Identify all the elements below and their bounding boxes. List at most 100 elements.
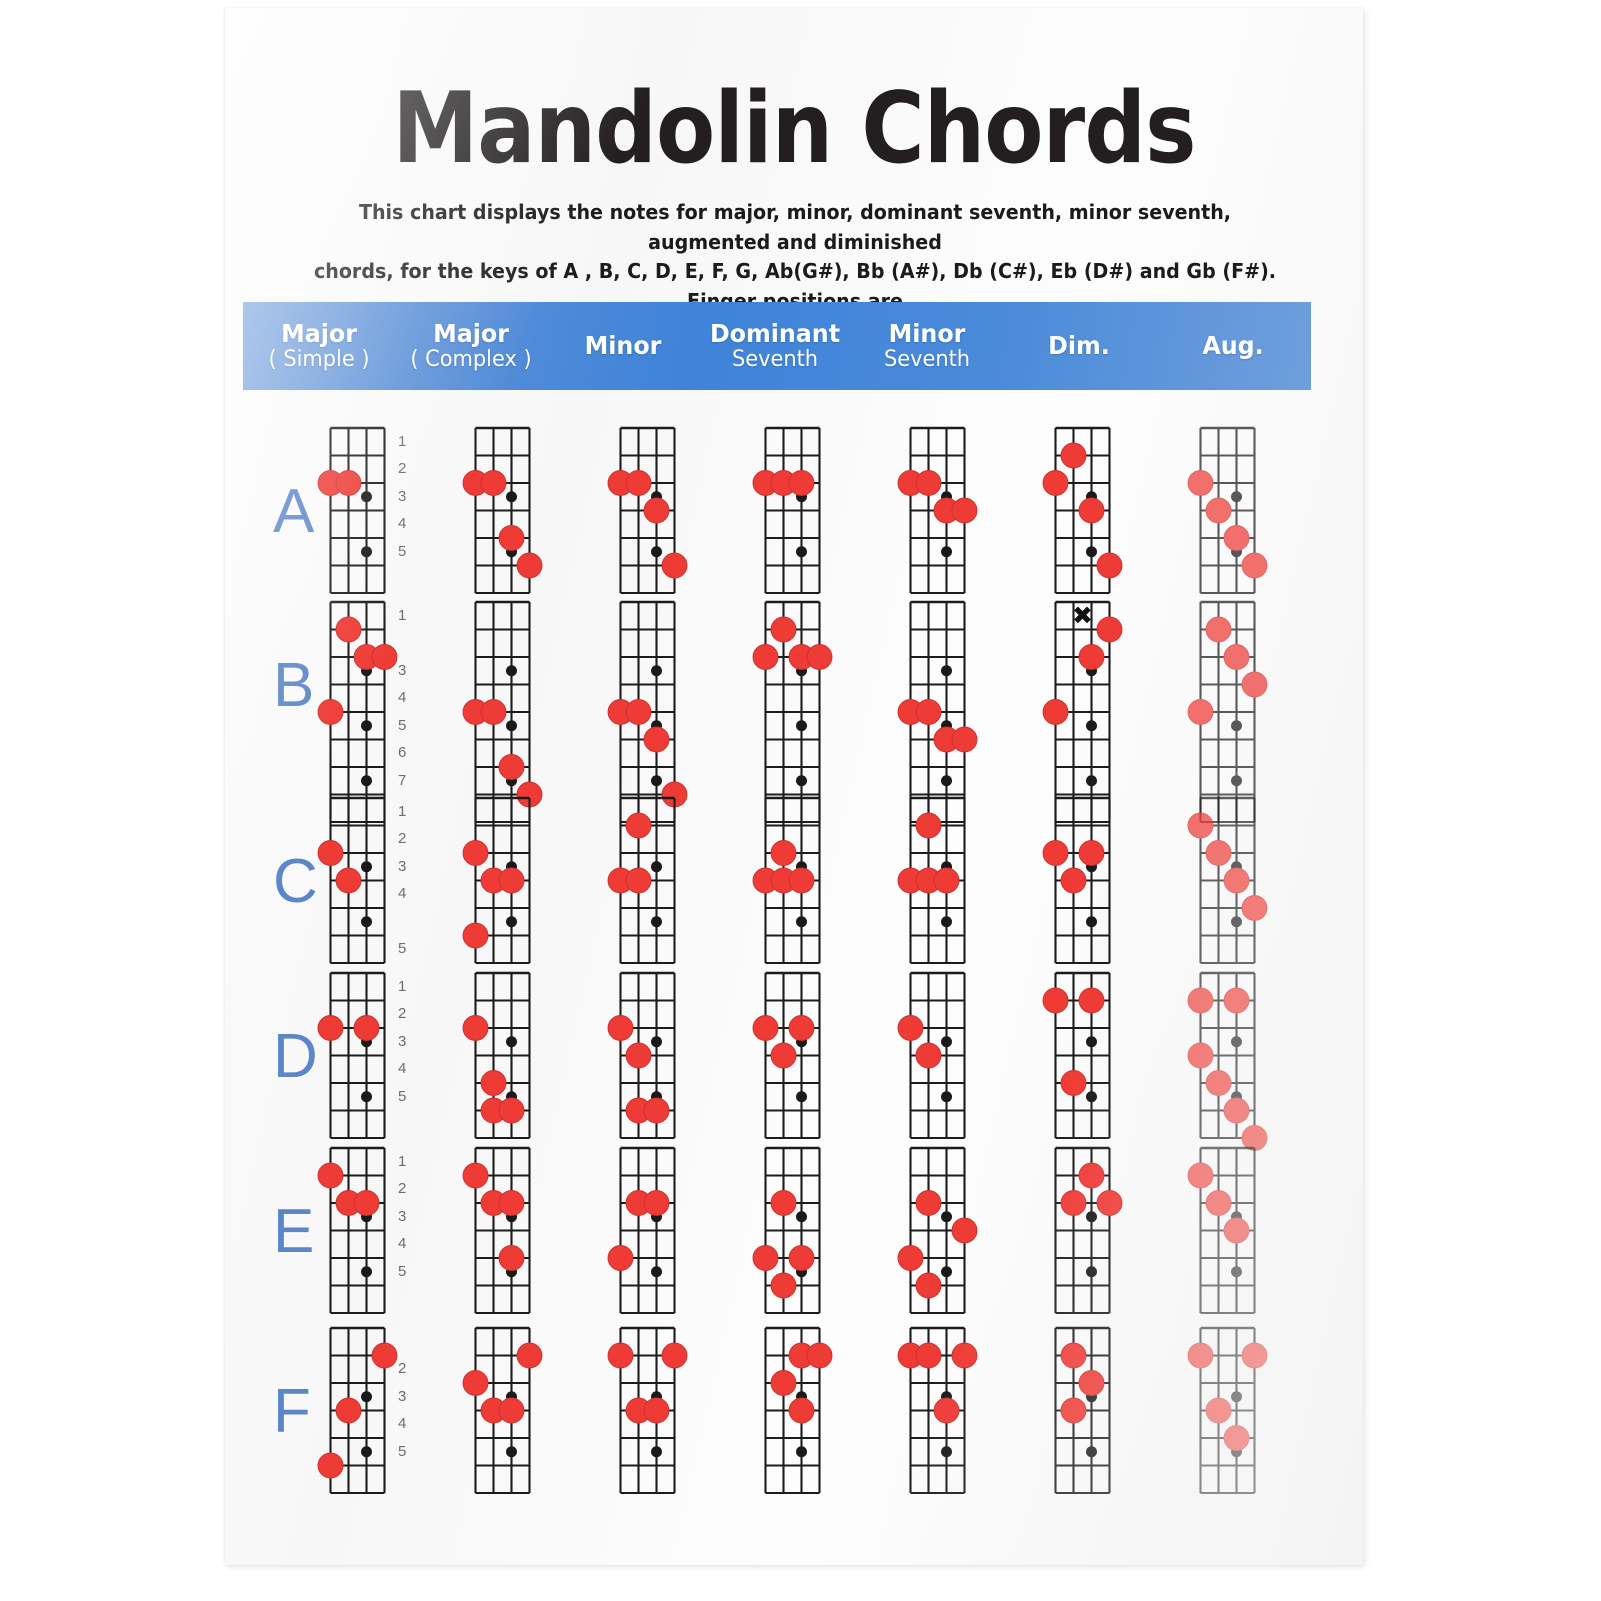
column-header-minor-line1: Minor <box>584 331 662 360</box>
fret-number: 4 <box>398 1415 407 1433</box>
row-label-e: E <box>273 1197 315 1266</box>
chord-diagram-a-major-simple[interactable] <box>314 424 407 599</box>
row-label-b: B <box>273 651 315 720</box>
fret-number: 3 <box>398 1387 407 1405</box>
column-header-minor-7th: Minor Seventh <box>851 318 1003 373</box>
fret-number: 4 <box>398 1060 407 1078</box>
row-label-d: D <box>273 1022 318 1091</box>
chord-diagram-f-aug[interactable] <box>1184 1324 1277 1499</box>
column-header-major-simple-line1: Major <box>281 318 357 348</box>
chord-diagram-b-dominant-7th[interactable] <box>749 598 842 828</box>
fret-number: 1 <box>398 606 407 624</box>
fret-number: 3 <box>398 1032 407 1050</box>
row-label-a: A <box>273 477 315 546</box>
fret-number: 1 <box>398 1152 407 1170</box>
column-header-major-simple-line2: ( Simple ) <box>268 346 370 372</box>
chord-diagram-a-dominant-7th[interactable] <box>749 424 842 599</box>
column-header-dim: Dim. <box>1003 332 1155 360</box>
fret-number: 2 <box>398 1360 407 1378</box>
chord-diagram-a-minor-7th[interactable] <box>894 424 987 599</box>
fret-number: 3 <box>398 661 407 679</box>
fret-number: 4 <box>398 515 407 533</box>
fret-number: 5 <box>398 1262 407 1280</box>
fret-number: 5 <box>398 1087 407 1105</box>
column-header-minor: Minor <box>547 332 699 360</box>
column-header-bar: Major( Simple ) Major( Complex ) Minor Domi… <box>243 302 1311 390</box>
chord-diagram-f-dim[interactable] <box>1039 1324 1132 1499</box>
fret-number: 4 <box>398 1235 407 1253</box>
fret-number: 1 <box>398 977 407 995</box>
chord-diagram-b-major-simple[interactable] <box>314 598 407 828</box>
chord-diagram-f-major-simple[interactable] <box>314 1324 407 1499</box>
chord-diagram-c-dominant-7th[interactable] <box>749 794 842 969</box>
column-header-major-complex-line1: Major <box>433 318 509 348</box>
chord-diagram-a-dim[interactable] <box>1039 424 1132 599</box>
fret-number: 2 <box>398 1180 407 1198</box>
description-line-1: This chart displays the notes for major,… <box>358 200 1232 254</box>
chord-diagram-c-dim[interactable] <box>1039 794 1132 969</box>
chord-diagram-f-major-complex[interactable] <box>459 1324 552 1499</box>
fret-number: 2 <box>398 460 407 478</box>
column-header-minor-7th-line2: Seventh <box>883 346 971 372</box>
chord-diagram-f-minor-7th[interactable] <box>894 1324 987 1499</box>
chord-diagram-d-major-simple[interactable] <box>314 969 407 1144</box>
mandolin-chord-poster: Mandolin Chords This chart displays the … <box>225 8 1363 1565</box>
chord-diagram-f-dominant-7th[interactable] <box>749 1324 842 1499</box>
chord-diagram-e-major-simple[interactable] <box>314 1144 407 1319</box>
column-header-major-complex-line2: ( Complex ) <box>410 346 532 372</box>
chord-grid-area: A B C D E F 1 2 3 4 5 1 3 4 5 6 7 1 2 3 4 5 1 2 3 4 5 1 2 3 4 5 2 3 4 5 ✖ <box>225 390 1363 1550</box>
chord-diagram-a-minor[interactable] <box>604 424 697 599</box>
column-header-dominant-7th-line2: Seventh <box>731 346 819 372</box>
svg-text:✖: ✖ <box>1072 601 1093 630</box>
row-label-f: F <box>273 1377 311 1446</box>
chord-diagram-a-major-complex[interactable] <box>459 424 552 599</box>
fret-number: 1 <box>398 802 407 820</box>
chord-diagram-f-minor[interactable] <box>604 1324 697 1499</box>
column-header-dim-line1: Dim. <box>1048 331 1110 360</box>
chord-diagram-b-major-complex[interactable] <box>459 598 552 828</box>
fret-number: 5 <box>398 716 407 734</box>
chord-diagram-e-dim[interactable] <box>1039 1144 1132 1319</box>
column-header-dominant-7th: Dominant Seventh <box>699 318 851 373</box>
chord-diagram-b-aug[interactable] <box>1184 598 1277 828</box>
fret-number: 1 <box>398 432 407 450</box>
chord-diagram-c-minor-7th[interactable] <box>894 794 987 969</box>
chord-diagram-e-minor-7th[interactable] <box>894 1144 987 1319</box>
chord-diagram-d-dim[interactable] <box>1039 969 1132 1144</box>
fret-number: 3 <box>398 1207 407 1225</box>
fret-number: 3 <box>398 857 407 875</box>
column-header-aug-line1: Aug. <box>1202 331 1264 360</box>
fret-number: 4 <box>398 689 407 707</box>
fret-number: 5 <box>398 940 407 958</box>
chord-diagram-a-aug[interactable] <box>1184 424 1277 599</box>
column-header-minor-7th-line1: Minor <box>888 318 966 348</box>
chord-diagram-c-minor[interactable] <box>604 794 697 969</box>
fret-number: 2 <box>398 1005 407 1023</box>
fret-number: 7 <box>398 771 407 789</box>
chord-diagram-e-major-complex[interactable] <box>459 1144 552 1319</box>
chord-diagram-c-aug[interactable] <box>1184 794 1277 969</box>
fret-number: 6 <box>398 744 407 762</box>
chord-diagram-e-aug[interactable] <box>1184 1144 1277 1319</box>
fret-number: 4 <box>398 885 407 903</box>
column-header-dominant-7th-line1: Dominant <box>709 318 841 348</box>
chord-diagram-d-aug[interactable] <box>1184 969 1277 1151</box>
chord-diagram-d-minor-7th[interactable] <box>894 969 987 1144</box>
fret-number: 5 <box>398 542 407 560</box>
chord-diagram-b-minor-7th[interactable] <box>894 598 987 828</box>
column-header-major-complex: Major( Complex ) <box>395 318 547 373</box>
row-label-c: C <box>273 847 318 916</box>
chord-diagram-c-major-complex[interactable] <box>459 794 552 969</box>
chord-diagram-d-dominant-7th[interactable] <box>749 969 842 1144</box>
fret-number: 2 <box>398 830 407 848</box>
chord-diagram-b-dim[interactable]: ✖ <box>1039 598 1132 828</box>
fret-number: 5 <box>398 1442 407 1460</box>
chord-diagram-d-major-complex[interactable] <box>459 969 552 1144</box>
chord-diagram-d-minor[interactable] <box>604 969 697 1144</box>
page-title: Mandolin Chords <box>392 72 1196 186</box>
chord-diagram-e-minor[interactable] <box>604 1144 697 1319</box>
chord-diagram-c-major-simple[interactable] <box>314 794 407 969</box>
column-header-major-simple: Major( Simple ) <box>243 318 395 373</box>
chord-diagram-e-dominant-7th[interactable] <box>749 1144 842 1319</box>
